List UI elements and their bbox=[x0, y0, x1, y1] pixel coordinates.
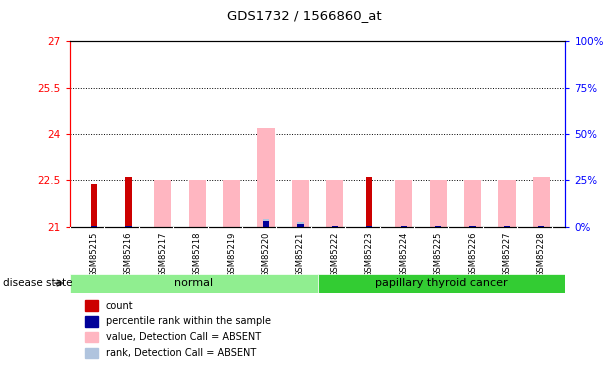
Bar bbox=[125, 177, 131, 227]
Bar bbox=[332, 226, 338, 227]
Bar bbox=[538, 226, 544, 227]
Text: rank, Detection Call = ABSENT: rank, Detection Call = ABSENT bbox=[106, 348, 256, 358]
Bar bbox=[469, 226, 475, 227]
Text: GSM85225: GSM85225 bbox=[434, 231, 443, 277]
Text: normal: normal bbox=[174, 278, 213, 288]
Text: GSM85222: GSM85222 bbox=[330, 231, 339, 277]
Text: GSM85228: GSM85228 bbox=[537, 231, 546, 277]
Bar bbox=[125, 226, 131, 227]
Bar bbox=[70, 274, 317, 292]
Bar bbox=[263, 220, 269, 227]
Text: percentile rank within the sample: percentile rank within the sample bbox=[106, 316, 271, 326]
Bar bbox=[223, 180, 240, 227]
Bar bbox=[263, 219, 269, 227]
Bar bbox=[317, 274, 565, 292]
Text: GSM85221: GSM85221 bbox=[296, 231, 305, 277]
Bar bbox=[395, 180, 412, 227]
Text: GSM85227: GSM85227 bbox=[502, 231, 511, 277]
Bar bbox=[91, 226, 97, 227]
Text: GSM85220: GSM85220 bbox=[261, 231, 271, 277]
Bar bbox=[297, 224, 303, 227]
Text: GSM85218: GSM85218 bbox=[193, 231, 202, 277]
Bar bbox=[257, 128, 275, 227]
Bar bbox=[464, 180, 481, 227]
Bar bbox=[366, 226, 372, 227]
Bar bbox=[533, 177, 550, 227]
Bar bbox=[504, 226, 510, 227]
Text: GSM85219: GSM85219 bbox=[227, 231, 236, 277]
Bar bbox=[435, 226, 441, 227]
Bar bbox=[292, 180, 309, 227]
Text: count: count bbox=[106, 301, 133, 310]
Text: GDS1732 / 1566860_at: GDS1732 / 1566860_at bbox=[227, 9, 381, 22]
Bar bbox=[326, 180, 344, 227]
Bar bbox=[188, 180, 206, 227]
Text: value, Detection Call = ABSENT: value, Detection Call = ABSENT bbox=[106, 332, 261, 342]
Text: papillary thyroid cancer: papillary thyroid cancer bbox=[375, 278, 508, 288]
Bar bbox=[499, 180, 516, 227]
Text: GSM85223: GSM85223 bbox=[365, 231, 374, 277]
Text: GSM85216: GSM85216 bbox=[124, 231, 133, 277]
Text: disease state: disease state bbox=[3, 278, 72, 288]
Bar bbox=[297, 222, 303, 227]
Text: GSM85217: GSM85217 bbox=[158, 231, 167, 277]
Bar bbox=[366, 177, 372, 227]
Text: GSM85226: GSM85226 bbox=[468, 231, 477, 277]
Bar bbox=[401, 226, 407, 227]
Bar bbox=[429, 180, 447, 227]
Bar bbox=[91, 184, 97, 227]
Text: GSM85215: GSM85215 bbox=[89, 231, 98, 277]
Bar bbox=[154, 180, 171, 227]
Text: GSM85224: GSM85224 bbox=[399, 231, 408, 277]
